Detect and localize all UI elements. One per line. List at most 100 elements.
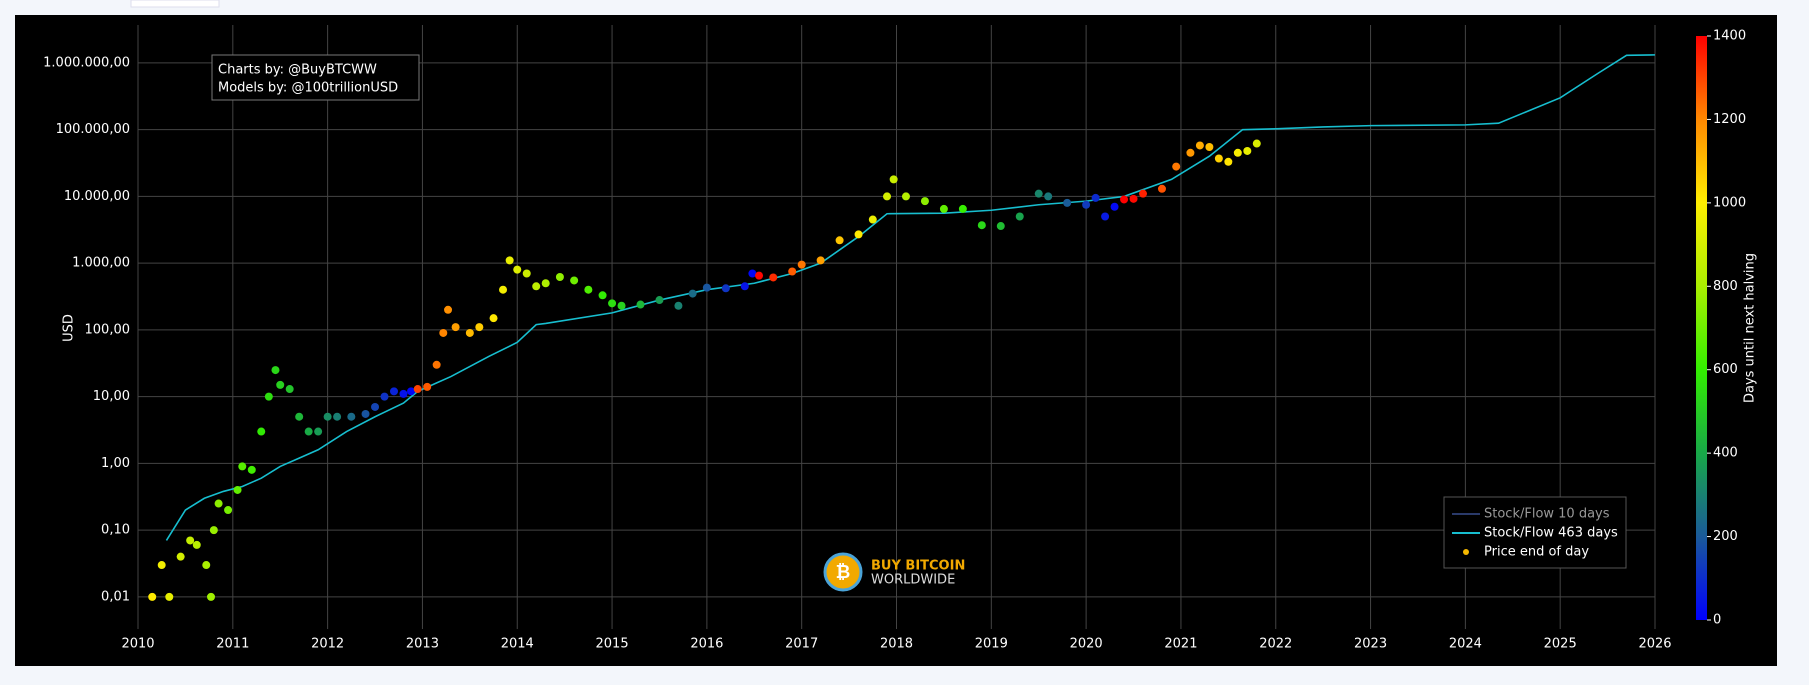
point (176, 552, 185, 561)
point (1044, 192, 1053, 201)
point (901, 192, 910, 201)
point (883, 192, 892, 201)
y-tick-label: 100,00 (85, 322, 131, 337)
point (157, 561, 166, 570)
x-tick-label: 2022 (1259, 637, 1292, 652)
logo: ₿ BUY BITCOIN WORLDWIDE (823, 552, 965, 592)
x-tick-label: 2014 (501, 637, 534, 652)
point (769, 273, 778, 282)
point (505, 256, 514, 265)
colorbar-tick-label: 1200 (1713, 112, 1746, 127)
point (702, 283, 711, 292)
point (214, 499, 223, 508)
point (444, 305, 453, 314)
x-tick-label: 2016 (690, 637, 723, 652)
point (740, 282, 749, 291)
point (407, 387, 416, 396)
point (207, 592, 216, 601)
legend-label: Price end of day (1484, 545, 1589, 560)
logo-symbol: ₿ (836, 562, 851, 583)
legend-label: Stock/Flow 463 days (1484, 526, 1618, 541)
y-tick-label: 0,01 (101, 589, 130, 604)
point (165, 592, 174, 601)
colorbar-tick-label: 0 (1713, 613, 1721, 628)
grid (137, 25, 1656, 629)
point (423, 382, 432, 391)
point (608, 299, 617, 308)
point (233, 485, 242, 494)
point (361, 409, 370, 418)
y-tick-label: 1.000.000,00 (43, 55, 130, 70)
colorbar-tick-label: 200 (1713, 529, 1738, 544)
point (721, 284, 730, 293)
point (1101, 212, 1110, 221)
point (1205, 142, 1214, 151)
legend-label: Stock/Flow 10 days (1484, 507, 1610, 522)
annotation-box (211, 54, 420, 101)
x-tick-label: 2012 (311, 637, 344, 652)
point (674, 301, 683, 310)
colorbar (1696, 36, 1707, 620)
point (688, 289, 697, 298)
point (1120, 195, 1129, 204)
point (522, 269, 531, 278)
point (513, 265, 522, 274)
point (655, 296, 664, 305)
point (202, 561, 211, 570)
colorbar-tick-label: 1000 (1713, 195, 1746, 210)
tab (130, 0, 220, 8)
x-tick-label: 2025 (1544, 637, 1577, 652)
point (1172, 162, 1181, 171)
point (555, 273, 564, 282)
point (247, 465, 256, 474)
point (380, 392, 389, 401)
point (264, 392, 273, 401)
point (1015, 212, 1024, 221)
point (1157, 184, 1166, 193)
point (192, 540, 201, 549)
x-tick-label: 2019 (975, 637, 1008, 652)
point (1091, 193, 1100, 202)
point (570, 276, 579, 285)
point (755, 271, 764, 280)
point (636, 300, 645, 309)
point (939, 204, 948, 213)
point (465, 328, 474, 337)
point (1233, 148, 1242, 157)
y-tick-label: 10.000,00 (64, 189, 130, 204)
point (977, 221, 986, 230)
point (333, 412, 342, 421)
y-tick-label: 0,10 (101, 523, 130, 538)
x-tick-label: 2015 (596, 637, 629, 652)
point (868, 215, 877, 224)
y-tick-label: 1,00 (101, 456, 130, 471)
point (186, 536, 195, 545)
point (1110, 202, 1119, 211)
line (165, 54, 1656, 541)
point (816, 256, 825, 265)
point (257, 427, 266, 436)
point (617, 301, 626, 310)
point (1214, 154, 1223, 163)
logo-text: BUY BITCOIN (871, 559, 965, 574)
point (271, 366, 280, 375)
annotation: Charts by: @BuyBTCWW (218, 63, 377, 78)
point (996, 222, 1005, 231)
logo-text: WORLDWIDE (871, 573, 955, 588)
point (1243, 146, 1252, 155)
point (148, 592, 157, 601)
point (323, 412, 332, 421)
x-tick-label: 2021 (1164, 637, 1197, 652)
point (295, 412, 304, 421)
x-tick-label: 2026 (1638, 637, 1671, 652)
colorbar-tick-label: 600 (1713, 362, 1738, 377)
point (835, 236, 844, 245)
point (797, 260, 806, 269)
colorbar-tick-label: 800 (1713, 279, 1738, 294)
point (532, 282, 541, 291)
x-tick-label: 2013 (406, 637, 439, 652)
point (1139, 189, 1148, 198)
point (285, 385, 294, 394)
